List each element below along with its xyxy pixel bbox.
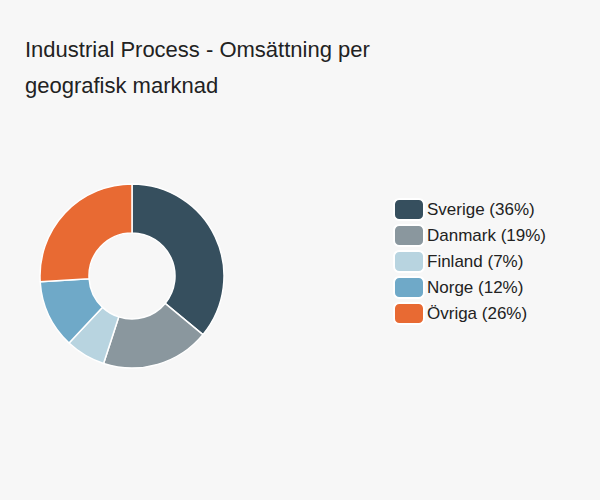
svg-text:Sverige (36%): Sverige (36%) [427, 200, 535, 219]
svg-text:Danmark (19%): Danmark (19%) [427, 226, 546, 245]
svg-text:Industrial Process - Omsättnin: Industrial Process - Omsättning per [25, 37, 376, 62]
svg-text:Finland (7%): Finland (7%) [427, 252, 523, 271]
svg-text:Övriga (26%): Övriga (26%) [427, 304, 527, 323]
svg-text:Norge (12%): Norge (12%) [427, 278, 523, 297]
svg-text:geografisk marknad: geografisk marknad [25, 73, 218, 98]
